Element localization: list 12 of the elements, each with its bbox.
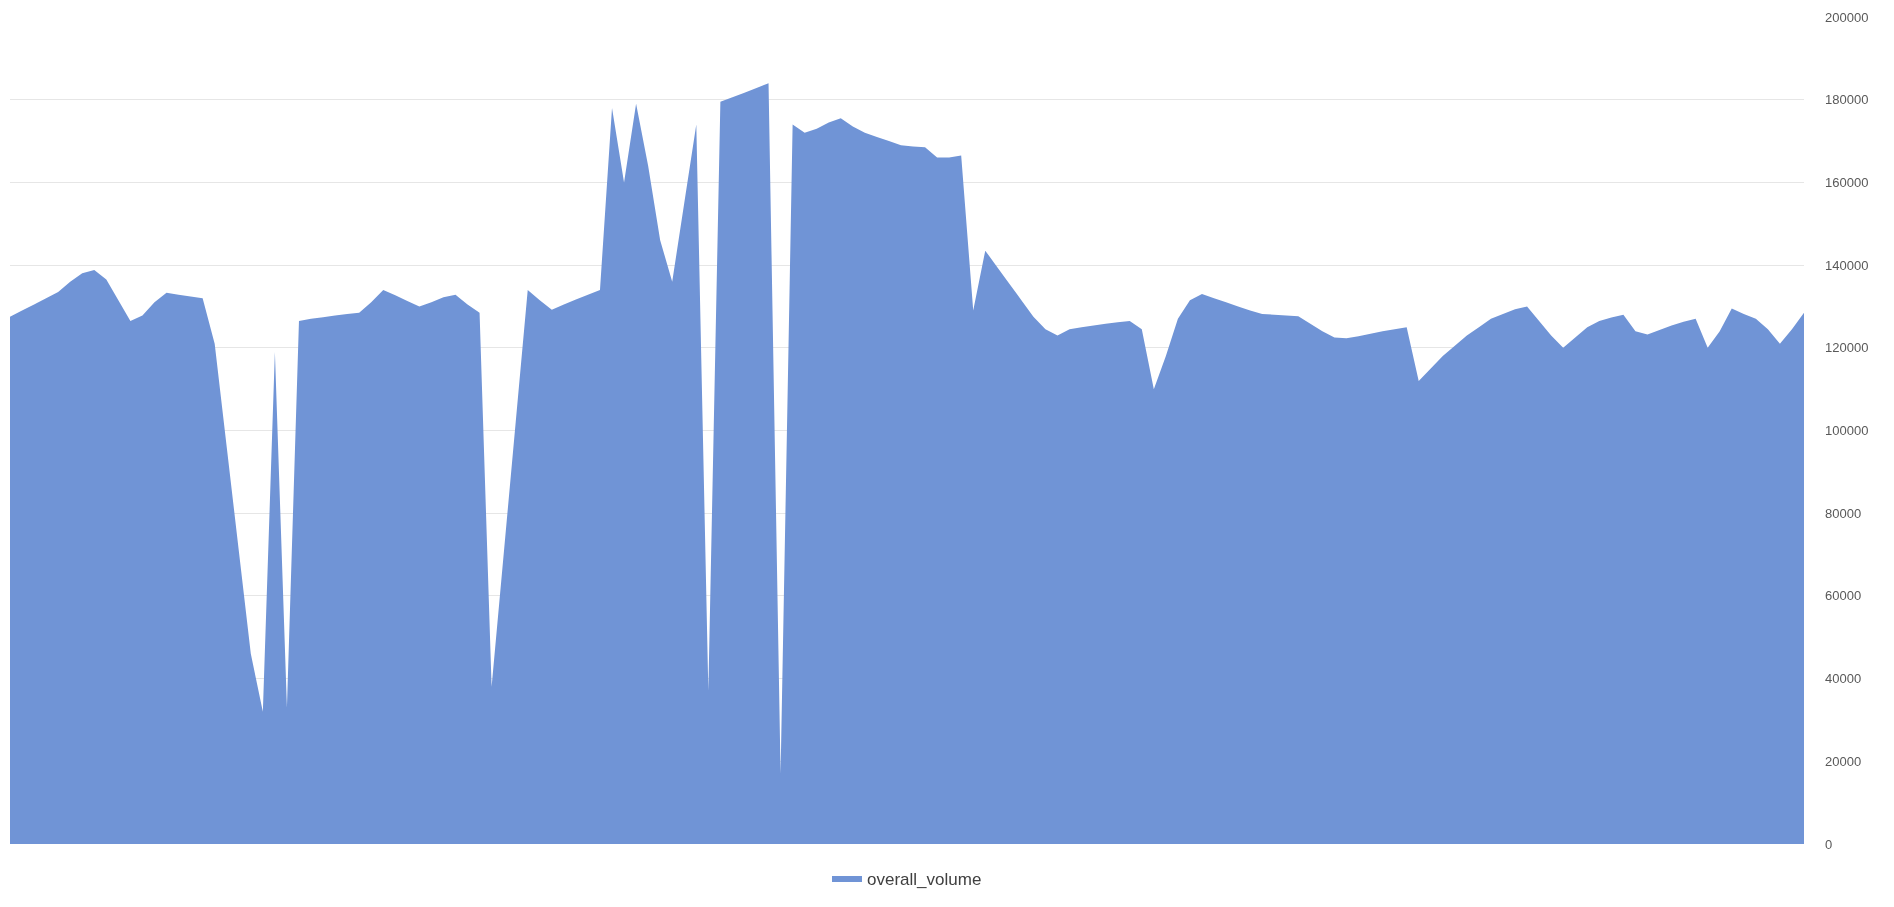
y-tick-label: 140000: [1825, 257, 1869, 273]
y-tick-label: 200000: [1825, 9, 1869, 25]
y-tick-label: 80000: [1825, 505, 1862, 521]
y-tick-label: 60000: [1825, 588, 1862, 604]
y-tick-label: 120000: [1825, 340, 1869, 356]
y-tick-label: 0: [1825, 836, 1833, 852]
legend-label: overall_volume: [867, 869, 982, 889]
y-tick-label: 40000: [1825, 671, 1862, 687]
y-tick-label: 100000: [1825, 423, 1869, 439]
y-tick-label: 180000: [1825, 92, 1869, 108]
y-tick-label: 20000: [1825, 753, 1862, 769]
y-tick-label: 160000: [1825, 174, 1869, 190]
